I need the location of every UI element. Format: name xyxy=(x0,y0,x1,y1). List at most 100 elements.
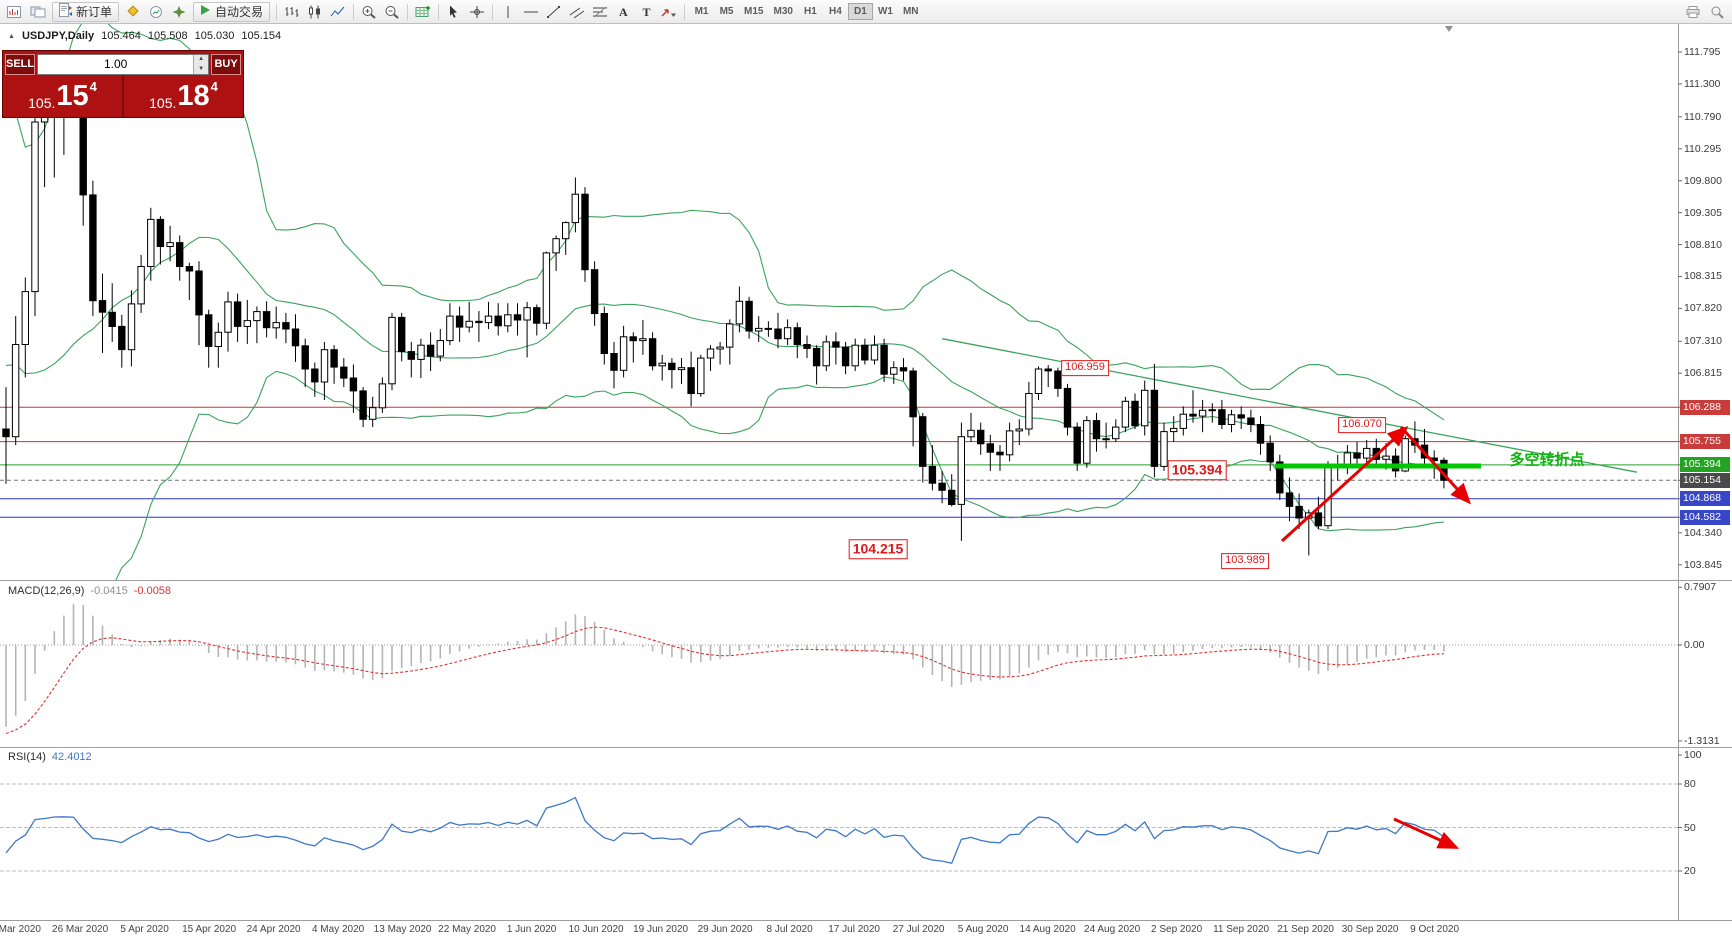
candle xyxy=(1054,370,1062,389)
main-chart-panel xyxy=(0,24,1678,580)
candle xyxy=(484,315,493,324)
trend-arrow[interactable] xyxy=(1399,425,1472,505)
volume-decrease-button[interactable]: ▼ xyxy=(194,64,209,74)
line-chart-icon[interactable] xyxy=(327,2,349,22)
candle xyxy=(108,311,116,327)
autotrading-play-icon xyxy=(200,4,211,19)
sell-button[interactable]: SELL xyxy=(5,53,36,75)
descending-trendline[interactable] xyxy=(941,338,1638,473)
candle xyxy=(1121,400,1130,428)
candle xyxy=(533,307,541,324)
buy-button[interactable]: BUY xyxy=(211,53,241,75)
candle xyxy=(726,323,734,348)
candle xyxy=(465,320,473,328)
candle xyxy=(832,341,840,348)
candlestick-chart-icon[interactable] xyxy=(304,2,326,22)
price-annotation-label[interactable]: 105.394 xyxy=(1167,460,1227,480)
candle xyxy=(880,344,888,375)
text-icon[interactable]: A xyxy=(612,2,634,22)
symbol-marker-icon: ▲ xyxy=(8,32,15,40)
candle xyxy=(89,194,97,302)
chart-shift-marker[interactable] xyxy=(1445,26,1453,32)
timeframe-m15[interactable]: M15 xyxy=(739,3,768,20)
timeframe-h1[interactable]: H1 xyxy=(798,3,823,20)
candle xyxy=(205,314,213,347)
candle xyxy=(282,322,290,330)
new-chart-icon[interactable] xyxy=(4,2,26,22)
trend-arrow[interactable] xyxy=(1280,425,1409,543)
indicators-icon[interactable] xyxy=(412,2,434,22)
timeframe-m1[interactable]: M1 xyxy=(689,3,714,20)
zoom-in-icon[interactable] xyxy=(358,2,380,22)
cursor-icon[interactable] xyxy=(443,2,465,22)
autotrading-label: 自动交易 xyxy=(215,5,264,19)
candle xyxy=(1179,413,1187,429)
price-annotation-label[interactable]: 106.959 xyxy=(1061,360,1109,376)
price-annotation-label[interactable]: 103.989 xyxy=(1221,553,1269,569)
timeframe-mn[interactable]: MN xyxy=(898,3,924,20)
candle xyxy=(1227,414,1236,425)
candle xyxy=(562,222,570,240)
candle xyxy=(1131,400,1139,427)
timeframe-toolbar: M1 M5 M15 M30 H1 H4 D1 W1 MN xyxy=(689,3,923,20)
candle xyxy=(195,270,203,316)
candle xyxy=(513,314,522,321)
price-annotation-label[interactable]: 104.215 xyxy=(848,539,908,559)
candle xyxy=(571,193,579,224)
crosshair-icon[interactable] xyxy=(466,2,488,22)
text-label-icon[interactable]: T xyxy=(635,2,657,22)
candle xyxy=(1256,424,1265,444)
price-annotation-label[interactable]: 106.070 xyxy=(1338,417,1386,433)
zoom-out-icon[interactable] xyxy=(381,2,403,22)
high-value: 105.508 xyxy=(147,30,188,42)
timeframe-m30[interactable]: M30 xyxy=(768,3,797,20)
panel-divider xyxy=(122,75,124,117)
volume-input[interactable] xyxy=(38,54,194,74)
volume-increase-button[interactable]: ▲ xyxy=(194,54,209,64)
macd-label: MACD(12,26,9) xyxy=(8,585,85,597)
trendline-icon[interactable] xyxy=(543,2,565,22)
bollinger-band xyxy=(115,370,1444,580)
candle xyxy=(590,269,599,315)
candle xyxy=(783,327,792,340)
arrows-dropdown-icon[interactable] xyxy=(658,2,680,22)
new-order-button[interactable]: 新订单 xyxy=(52,1,120,22)
candle xyxy=(600,313,608,354)
candle xyxy=(774,328,782,340)
chart-ohlc-readout: ▲ USDJPY,Daily 105.464 105.508 105.030 1… xyxy=(8,30,281,42)
timeframe-d1[interactable]: D1 xyxy=(847,3,873,20)
market-watch-icon[interactable] xyxy=(145,2,167,22)
fibonacci-icon[interactable] xyxy=(589,2,611,22)
timeframe-w1[interactable]: W1 xyxy=(873,3,898,20)
equidistant-channel-icon[interactable] xyxy=(566,2,588,22)
candle xyxy=(1005,430,1014,456)
horizontal-line-icon[interactable] xyxy=(520,2,542,22)
candle xyxy=(156,218,165,247)
autotrading-button[interactable]: 自动交易 xyxy=(193,1,271,22)
turning-point-note[interactable]: 多空转折点 xyxy=(1509,451,1585,469)
print-icon[interactable] xyxy=(1682,2,1704,22)
timeframe-h4[interactable]: H4 xyxy=(823,3,848,20)
search-icon[interactable] xyxy=(1706,2,1728,22)
candle xyxy=(98,300,107,313)
candle xyxy=(330,349,338,368)
candle xyxy=(359,390,367,420)
metaeditor-icon[interactable] xyxy=(122,2,144,22)
rsi-arrow[interactable] xyxy=(1393,817,1460,849)
sell-price-button[interactable]: 105. 15 4 xyxy=(28,79,97,112)
timeframe-m5[interactable]: M5 xyxy=(714,3,739,20)
buy-price-button[interactable]: 105. 18 4 xyxy=(149,79,218,112)
candle xyxy=(1141,389,1149,427)
bar-chart-icon[interactable] xyxy=(281,2,303,22)
candle xyxy=(1034,368,1043,394)
new-order-label: 新订单 xyxy=(76,5,113,19)
candle xyxy=(1353,452,1361,459)
macd-readout: MACD(12,26,9) -0.0415 -0.0058 xyxy=(8,585,171,597)
candle xyxy=(137,266,145,305)
navigator-icon[interactable] xyxy=(168,2,190,22)
chart-window[interactable] xyxy=(0,24,1732,941)
profiles-icon[interactable] xyxy=(27,2,49,22)
candle xyxy=(523,307,531,321)
candle xyxy=(446,315,454,342)
vertical-line-icon[interactable] xyxy=(497,2,519,22)
